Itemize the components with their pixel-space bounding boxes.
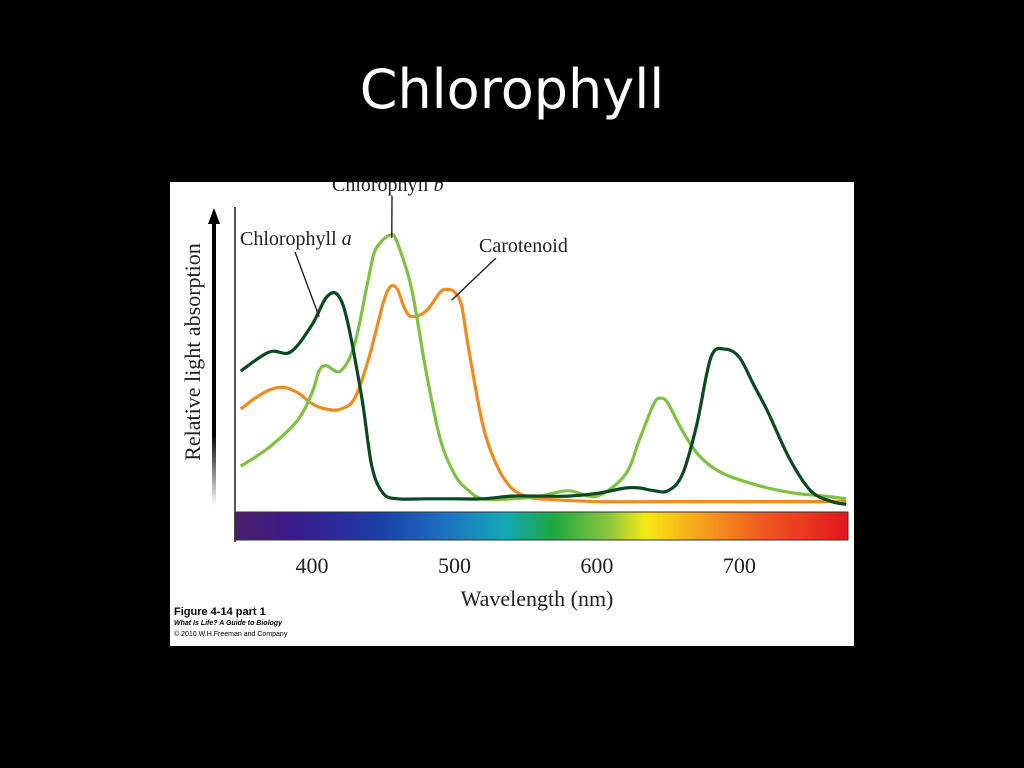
series-line-chlorophyll-a	[239, 291, 847, 506]
label-chlorophyll-a: Chlorophyll a	[240, 228, 352, 250]
x-tick-label: 500	[438, 553, 471, 578]
label-chlorophyll-b: Chlorophyll b	[332, 182, 444, 196]
x-tick-label: 400	[296, 553, 329, 578]
figure-panel: Relative light absorption 400 500 600 700 C…	[170, 182, 854, 646]
curves-group	[239, 233, 847, 506]
y-axis-arrow-head	[208, 208, 220, 224]
figure-copyright: © 2010 W.H.Freeman and Company	[174, 631, 288, 638]
y-axis-arrow-shaft	[212, 220, 216, 506]
x-tick-label: 600	[580, 553, 613, 578]
y-axis-label: Relative light absorption	[180, 243, 205, 461]
absorption-chart: Relative light absorption 400 500 600 700 C…	[180, 182, 849, 611]
slide-title: Chlorophyll	[359, 58, 665, 121]
label-leaders	[294, 195, 497, 317]
leader-chlorophyll-a	[294, 251, 320, 317]
x-tick-label: 700	[723, 553, 756, 578]
figure-source: What Is Life? A Guide to Biology	[174, 620, 282, 627]
label-carotenoid: Carotenoid	[479, 235, 568, 257]
figure-caption: Figure 4-14 part 1	[174, 606, 266, 618]
visible-spectrum-bar	[234, 511, 849, 541]
leader-carotenoid	[451, 257, 497, 301]
figure-credit: Figure 4-14 part 1 What Is Life? A Guide…	[174, 607, 287, 640]
x-axis-label: Wavelength (nm)	[461, 586, 614, 611]
series-line-carotenoid	[239, 283, 847, 504]
series-line-chlorophyll-b	[239, 233, 847, 502]
x-ticks: 400 500 600 700	[296, 553, 756, 578]
